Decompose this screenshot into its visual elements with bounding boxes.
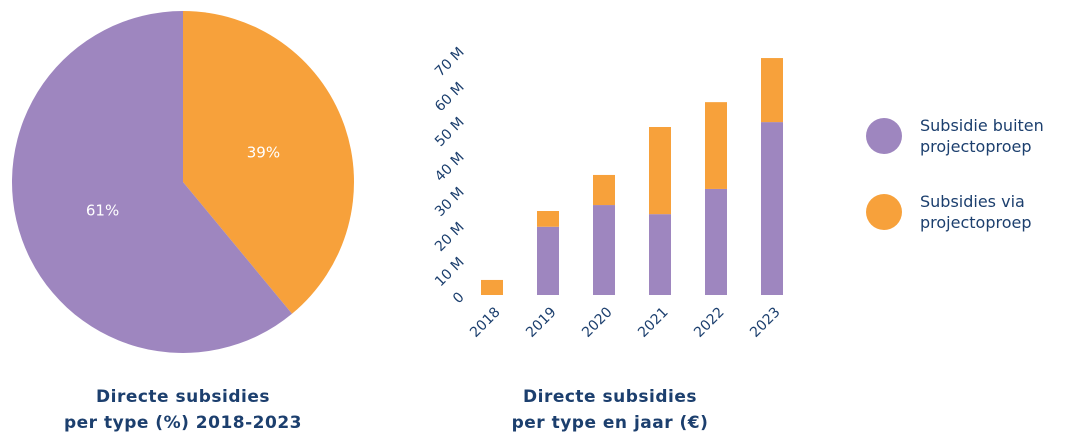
bar-segment [649, 214, 671, 295]
bar-segment [537, 211, 559, 227]
y-tick-label: 50 M [432, 114, 468, 150]
legend-swatch [866, 118, 902, 154]
y-tick-label: 60 M [432, 79, 468, 115]
chart-title: Directe subsidies [523, 387, 697, 407]
y-tick-label: 10 M [432, 254, 468, 290]
bar-segment [649, 127, 671, 215]
pie-slice [11, 11, 292, 354]
y-tick-label: 40 M [432, 149, 468, 185]
chart-title: per type (%) 2018-2023 [64, 413, 302, 433]
chart-title: per type en jaar (€) [512, 413, 709, 433]
data-label: 39% [247, 144, 280, 162]
x-tick-label: 2018 [467, 304, 504, 341]
bar-segment [481, 279, 503, 295]
y-tick-label: 30 M [432, 184, 468, 220]
legend-item: Subsidies via projectoproep [866, 191, 1088, 233]
bar-segment [705, 188, 727, 295]
x-tick-label: 2020 [579, 304, 616, 341]
bar-segment [761, 58, 783, 123]
legend-item: Subsidie buiten projectoproep [866, 115, 1088, 157]
y-tick-label: 70 M [432, 44, 468, 80]
x-tick-label: 2021 [635, 304, 672, 341]
x-tick-label: 2019 [523, 304, 560, 341]
pie-slice [183, 11, 354, 314]
data-label: 61% [86, 201, 119, 219]
chart-title: Directe subsidies [96, 387, 270, 407]
bar-segment [593, 174, 615, 206]
x-tick-label: 2022 [691, 304, 728, 341]
legend-swatch [866, 194, 902, 230]
bar-segment [593, 205, 615, 295]
y-tick-label: 20 M [432, 219, 468, 255]
bar-segment [705, 102, 727, 189]
bar-segment [537, 226, 559, 295]
y-tick-label: 0 [450, 289, 468, 307]
legend-label: Subsidie buiten projectoproep [920, 116, 1044, 156]
bar-segment [761, 122, 783, 295]
legend-label: Subsidies via projectoproep [920, 192, 1032, 232]
x-tick-label: 2023 [747, 304, 784, 341]
